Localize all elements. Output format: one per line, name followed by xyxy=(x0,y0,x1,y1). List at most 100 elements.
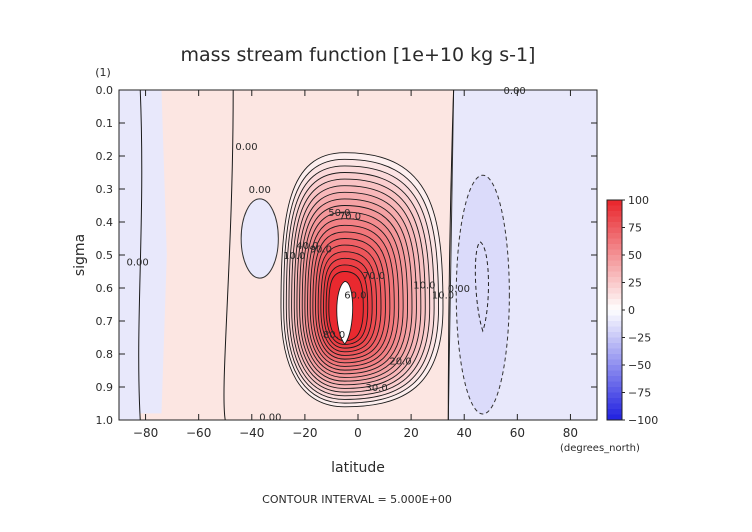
contour-label: 40.0 xyxy=(296,241,318,252)
contour-line-85 xyxy=(323,257,373,349)
colorbar-swatch xyxy=(607,332,622,338)
x-tick-label: 80 xyxy=(563,426,578,440)
contour-label: 10.0 xyxy=(432,291,454,302)
contour-labels: 0.000.000.000.000.000.0010.010.010.020.0… xyxy=(126,86,525,424)
colorbar-swatch xyxy=(607,288,622,294)
colorbar-swatch xyxy=(607,409,622,415)
zero-contour-north xyxy=(447,90,455,420)
colorbar-swatch xyxy=(607,282,622,289)
colorbar-swatch xyxy=(607,310,622,316)
x-tick-label: −80 xyxy=(133,426,158,440)
zero-contour-midlat xyxy=(223,90,234,420)
y-tick-label: 0.5 xyxy=(96,249,114,262)
colorbar-swatch xyxy=(607,315,622,322)
contour-label: 10.0 xyxy=(413,281,435,292)
colorbar-swatch xyxy=(607,387,622,393)
y-tick-label: 0.7 xyxy=(96,315,114,328)
colorbar-swatch xyxy=(607,398,622,404)
contour-label: 50.0 xyxy=(328,208,350,219)
x-unit-label: (degrees_north) xyxy=(560,443,640,454)
colorbar-swatch xyxy=(607,304,622,311)
contour-label: 70.0 xyxy=(363,271,385,282)
zero-contour-south xyxy=(138,90,143,420)
contour-label: 80.0 xyxy=(323,330,345,341)
colorbar-swatch xyxy=(607,326,622,333)
ferrel-cell-inner xyxy=(474,241,489,333)
contour-line-15 xyxy=(285,165,435,400)
colorbar-swatch xyxy=(607,293,622,300)
colorbar-tick-label: −25 xyxy=(628,332,651,345)
y-tick-label: 0.2 xyxy=(96,150,114,163)
contour-lines xyxy=(138,90,489,420)
y-unit-label: (1) xyxy=(95,66,111,79)
colorbar-swatch xyxy=(607,414,622,421)
colorbar-swatch xyxy=(607,365,622,371)
x-tick-label: 20 xyxy=(403,426,418,440)
colorbar-swatch xyxy=(607,255,622,261)
y-tick-label: 0.1 xyxy=(96,117,114,130)
colorbar-swatch xyxy=(607,211,622,217)
colorbar-tick-label: −100 xyxy=(628,414,658,427)
colorbar-swatch xyxy=(607,244,622,250)
x-tick-label: −60 xyxy=(186,426,211,440)
contour-line-20 xyxy=(288,172,431,397)
contour-line-50 xyxy=(304,211,404,375)
colorbar-swatch xyxy=(607,266,622,272)
colorbar-swatch xyxy=(607,271,622,278)
y-tick-label: 0.3 xyxy=(96,183,114,196)
colorbar-swatch xyxy=(607,392,622,399)
colorbar-swatch xyxy=(607,370,622,377)
colorbar-swatch xyxy=(607,321,622,327)
colorbar: 100 75 50 25 0 −25 −50 −75 −100 xyxy=(606,194,658,427)
contour-line-65 xyxy=(312,231,391,364)
y-axis-title: sigma xyxy=(72,234,88,276)
contour-line-25 xyxy=(291,178,426,393)
chart-title: mass stream function [1e+10 kg s-1] xyxy=(181,44,536,66)
contour-label: 90.0 xyxy=(310,244,332,255)
contour-line-75 xyxy=(317,244,382,356)
colorbar-swatch xyxy=(607,348,622,355)
contour-interval-note: CONTOUR INTERVAL = 5.000E+00 xyxy=(262,493,452,506)
negative-region-polar xyxy=(129,90,167,414)
contour-line-45 xyxy=(301,205,409,378)
contour-label: 0.00 xyxy=(126,258,148,269)
y-tick-label: 0.9 xyxy=(96,381,114,394)
colorbar-swatch xyxy=(607,216,622,223)
contour-line-5 xyxy=(280,152,444,408)
contour-core xyxy=(336,280,354,345)
colorbar-swatch xyxy=(607,238,622,245)
negative-region-subtropical xyxy=(240,198,279,279)
colorbar-swatch xyxy=(607,277,622,283)
colorbar-tick-label: 25 xyxy=(628,277,642,290)
y-tick-label: 1.0 xyxy=(96,414,114,427)
ferrel-cell-outer xyxy=(455,174,510,415)
colorbar-swatch xyxy=(607,249,622,256)
contour-line-80 xyxy=(320,251,378,353)
colorbar-swatch xyxy=(607,376,622,382)
colorbar-tick-label: 0 xyxy=(628,304,635,317)
x-tick-label: 60 xyxy=(510,426,525,440)
colorbar-swatch xyxy=(607,354,622,360)
contour-line-35 xyxy=(296,191,417,386)
contour-label: 30.0 xyxy=(365,383,387,394)
contour-line-40 xyxy=(299,198,413,382)
y-tick-label: 0.4 xyxy=(96,216,114,229)
contour-line-55 xyxy=(307,218,400,371)
colorbar-swatch xyxy=(607,381,622,388)
x-tick-label: 0 xyxy=(354,426,362,440)
contour-label: 0.00 xyxy=(448,284,470,295)
contour-label: 60.0 xyxy=(344,291,366,302)
colorbar-swatch xyxy=(607,233,622,239)
contour-label: 10.0 xyxy=(283,251,305,262)
colorbar-swatch xyxy=(607,359,622,366)
contour-label: 0.00 xyxy=(249,185,271,196)
x-axis: −80 −60 −40 −20 0 20 40 60 80 xyxy=(133,90,578,440)
y-tick-label: 0.6 xyxy=(96,282,114,295)
colorbar-tick-label: 50 xyxy=(628,249,642,262)
colorbar-swatch xyxy=(607,222,622,228)
colorbar-tick-label: 75 xyxy=(628,222,642,235)
contour-line-10 xyxy=(283,158,440,404)
contour-label: 70.0 xyxy=(339,211,361,222)
contour-line-30 xyxy=(293,185,422,389)
